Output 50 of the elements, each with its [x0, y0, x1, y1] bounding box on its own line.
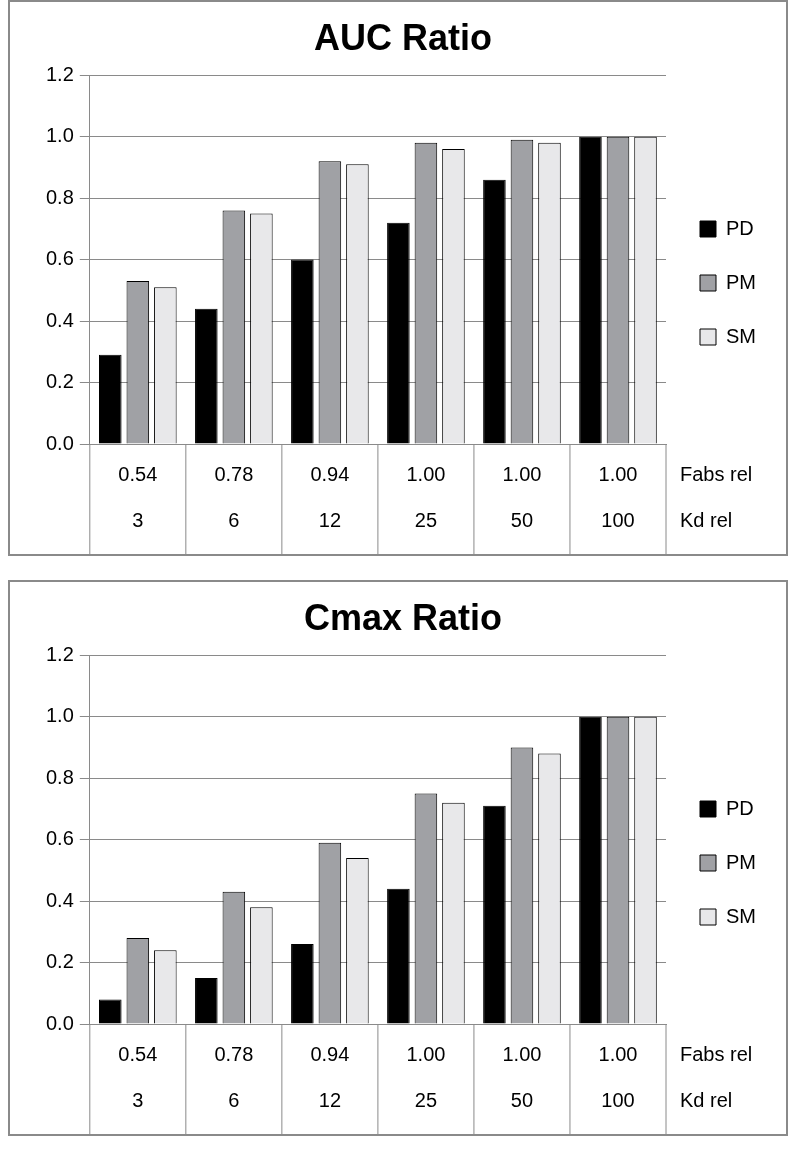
- bar: [291, 259, 314, 444]
- category-label: 1.00 25: [406, 1042, 446, 1111]
- category-label: 1.00 50: [502, 1042, 542, 1111]
- text: Kd rel: [680, 508, 733, 531]
- category-label: 0.54 3: [118, 1042, 158, 1111]
- bar: [195, 308, 218, 444]
- y-tick-label: 0.6: [45, 247, 74, 270]
- category-label: 0.78 6: [214, 462, 254, 531]
- legend-label: PD: [726, 216, 754, 239]
- legend-label: PD: [726, 796, 754, 819]
- y-tick-label: 0.0: [45, 1011, 74, 1034]
- category-label: 0.54 3: [118, 462, 158, 531]
- bar: [387, 222, 410, 444]
- y-tick-label: 0.4: [45, 888, 74, 911]
- bar: [99, 999, 122, 1024]
- y-tick-label: 0.8: [45, 765, 74, 788]
- text: Kd rel: [680, 1088, 733, 1111]
- bar: [387, 888, 410, 1024]
- bar: [99, 354, 122, 444]
- category-label: 1.00 100: [598, 1042, 638, 1111]
- chart-title: Cmax Ratio: [303, 596, 503, 638]
- text: Fabs rel: [680, 1042, 753, 1065]
- y-tick-label: 0.2: [45, 950, 74, 973]
- y-tick-label: 1.0: [45, 704, 74, 727]
- y-tick-label: 0.2: [45, 370, 74, 393]
- category-label: 0.78 6: [214, 1042, 254, 1111]
- legend-label: SM: [726, 324, 756, 347]
- y-tick-label: 1.0: [45, 124, 74, 147]
- bar: [483, 805, 506, 1024]
- bar: [195, 977, 218, 1024]
- legend-label: PM: [726, 850, 756, 873]
- y-tick-label: 1.2: [45, 642, 74, 665]
- y-tick-label: 1.2: [45, 62, 74, 85]
- text: Fabs rel: [680, 462, 753, 485]
- category-label: 0.94 12: [310, 1042, 350, 1111]
- y-tick-label: 0.0: [45, 431, 74, 454]
- category-label: 1.00 100: [598, 462, 638, 531]
- chart-title: AUC Ratio: [314, 16, 492, 58]
- bar: [291, 944, 314, 1024]
- category-label: 1.00 25: [406, 462, 446, 531]
- bar: [483, 179, 506, 444]
- y-tick-label: 0.4: [45, 308, 74, 331]
- legend-label: SM: [726, 904, 756, 927]
- bar: [579, 716, 602, 1024]
- legend-label: PM: [726, 270, 756, 293]
- category-label: 1.00 50: [502, 462, 542, 531]
- y-tick-label: 0.6: [45, 827, 74, 850]
- y-tick-label: 0.8: [45, 185, 74, 208]
- bar: [579, 136, 602, 444]
- category-label: 0.94 12: [310, 462, 350, 531]
